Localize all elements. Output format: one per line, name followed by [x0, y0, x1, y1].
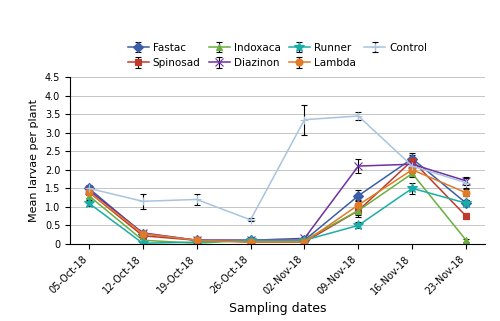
- X-axis label: Sampling dates: Sampling dates: [229, 302, 326, 315]
- Legend: Fastac, Spinosad, Indoxaca, Diazinon, Runner, Lambda, Control: Fastac, Spinosad, Indoxaca, Diazinon, Ru…: [126, 41, 430, 70]
- Y-axis label: Mean larvae per plant: Mean larvae per plant: [29, 99, 39, 222]
